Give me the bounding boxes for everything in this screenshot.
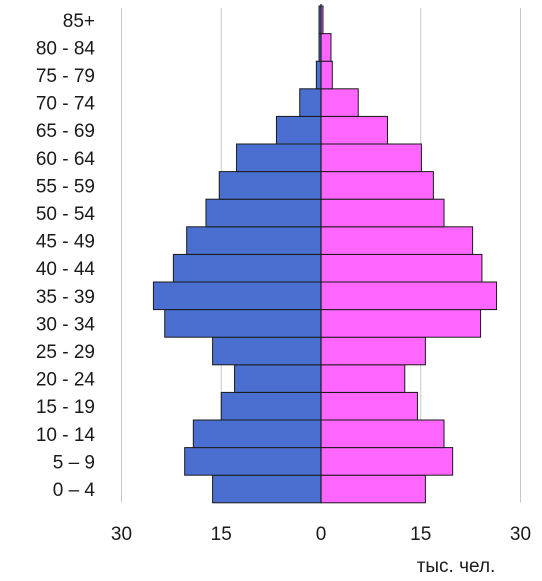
- bar-right-4: [320, 364, 406, 393]
- age-group-label: 0 – 4: [53, 480, 96, 501]
- age-group-label: 75 - 79: [36, 66, 95, 87]
- age-group-label: 55 - 59: [36, 176, 95, 197]
- age-group-label: 65 - 69: [36, 121, 95, 142]
- age-group-label: 45 - 49: [36, 232, 95, 253]
- bar-left-3: [220, 391, 322, 421]
- x-tick-label: 30: [510, 524, 531, 545]
- bar-left-1: [184, 447, 322, 476]
- bar-left-5: [212, 336, 322, 366]
- bar-left-15: [315, 60, 322, 90]
- bar-right-14: [320, 88, 359, 117]
- bar-left-0: [212, 474, 322, 504]
- bar-right-7: [320, 281, 498, 311]
- age-group-label: 85+: [63, 11, 95, 32]
- age-group-label: 10 - 14: [36, 425, 96, 446]
- bar-left-14: [299, 88, 322, 117]
- age-group-label: 20 - 24: [36, 370, 96, 391]
- age-group-label: 5 – 9: [53, 452, 95, 473]
- x-tick-label: 30: [111, 524, 132, 545]
- x-tick-labels: 30 15 0 15 30: [111, 524, 531, 545]
- age-group-label: 30 - 34: [36, 314, 96, 335]
- age-group-label: 40 - 44: [36, 259, 96, 280]
- bar-left-6: [164, 309, 322, 338]
- age-group-label: 35 - 39: [36, 287, 95, 308]
- bar-left-8: [172, 253, 322, 283]
- bar-left-11: [218, 171, 322, 200]
- bar-left-13: [275, 115, 322, 145]
- bar-right-3: [320, 391, 418, 421]
- bar-right-2: [320, 419, 445, 449]
- age-group-label: 80 - 84: [36, 38, 96, 59]
- bar-left-2: [192, 419, 322, 449]
- age-group-labels: 0 – 4 5 – 9 10 - 14 15 - 19 20 - 24 25 - 29 30…: [36, 11, 96, 501]
- bar-right-10: [320, 198, 445, 228]
- bar-right-16: [320, 33, 332, 62]
- bar-left-9: [186, 226, 322, 255]
- age-group-label: 50 - 54: [36, 204, 96, 225]
- bar-right-11: [320, 171, 434, 200]
- bar-right-1: [320, 447, 454, 476]
- bar-right-12: [320, 143, 422, 173]
- bar-right-13: [320, 115, 388, 145]
- x-axis-unit-label: тыс. чел.: [417, 556, 496, 577]
- age-group-label: 60 - 64: [36, 149, 96, 170]
- bar-right-5: [320, 336, 426, 366]
- bar-right-0: [320, 474, 426, 504]
- bar-left-10: [205, 198, 322, 228]
- bar-right-15: [320, 60, 333, 90]
- age-group-label: 25 - 29: [36, 342, 95, 363]
- x-tick-label: 15: [410, 524, 431, 545]
- bar-right-6: [320, 309, 482, 338]
- age-group-label: 70 - 74: [36, 94, 96, 115]
- bar-left-7: [152, 281, 322, 311]
- age-group-label: 15 - 19: [36, 397, 95, 418]
- x-tick-label: 15: [211, 524, 232, 545]
- bar-left-4: [234, 364, 322, 393]
- bar-right-8: [320, 253, 483, 283]
- bars: [152, 5, 498, 504]
- bar-left-12: [236, 143, 322, 173]
- bar-right-9: [320, 226, 474, 255]
- x-tick-label: 0: [316, 524, 327, 545]
